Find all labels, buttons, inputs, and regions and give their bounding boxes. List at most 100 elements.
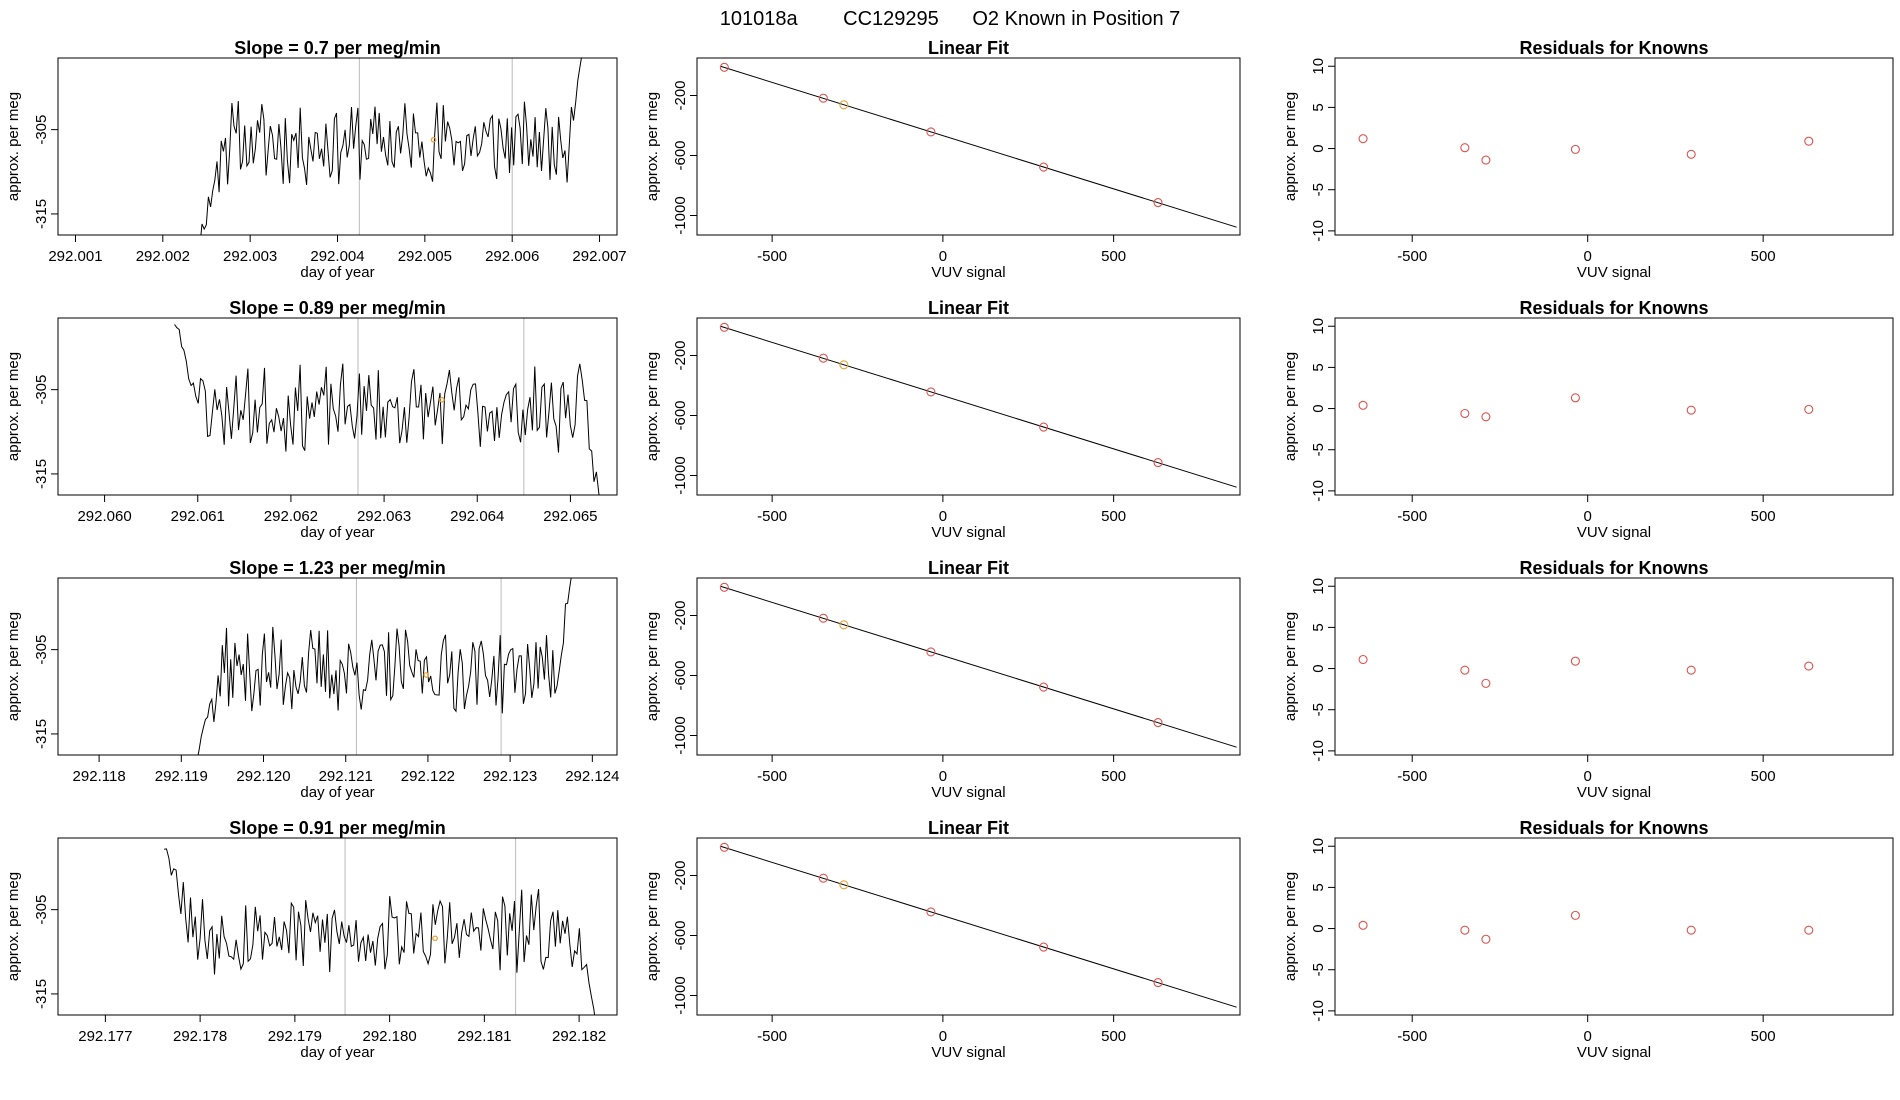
y-axis-label: approx. per meg <box>1282 612 1299 721</box>
x-tick-label: 292.004 <box>310 248 364 265</box>
y-tick-label: -5 <box>1310 963 1327 976</box>
panels-grid: Slope = 0.7 per meg/min 292.001 292.002 292… <box>5 38 1894 1061</box>
x-tick-label: -500 <box>1397 1028 1427 1045</box>
y-tick-label: -10 <box>1310 1000 1327 1022</box>
y-tick-label: -315 <box>33 459 50 489</box>
x-axis-label: VUV signal <box>931 784 1005 801</box>
residual-point <box>1686 925 1696 935</box>
x-axis-label: day of year <box>300 784 374 801</box>
panel-fit-2: Linear Fit -500 0 500 -200 -600 -1000 VUV signa… <box>644 38 1241 281</box>
x-tick-label: 292.182 <box>552 1028 606 1045</box>
y-tick-label: -1000 <box>672 976 689 1014</box>
data-point <box>818 93 828 103</box>
data-point <box>926 127 936 137</box>
y-tick-label: -10 <box>1310 480 1327 502</box>
fit-line <box>720 845 1237 1008</box>
highlight-point <box>839 620 849 630</box>
x-tick-label: 292.064 <box>450 508 504 525</box>
residual-point <box>1686 405 1696 415</box>
data-point <box>1039 162 1049 172</box>
highlight-point <box>839 100 849 110</box>
panel-title: Linear Fit <box>928 38 1009 58</box>
data-point <box>1039 942 1049 952</box>
x-tick-label: 0 <box>1584 508 1592 525</box>
residual-point <box>1570 144 1580 154</box>
data-point <box>719 62 729 72</box>
data-point <box>719 842 729 852</box>
x-tick-label: 0 <box>1584 248 1592 265</box>
x-tick-label: 292.003 <box>223 248 277 265</box>
x-tick-label: 292.123 <box>483 768 537 785</box>
x-tick-label: 292.122 <box>401 768 455 785</box>
residual-point <box>1804 404 1814 414</box>
plot-frame <box>696 577 1241 756</box>
plot-frame <box>57 57 618 236</box>
plot-frame <box>57 577 618 756</box>
residual-point <box>1804 136 1814 146</box>
y-axis-label: approx. per meg <box>5 352 22 461</box>
x-tick-label: -500 <box>1397 248 1427 265</box>
plot-area <box>719 322 1237 488</box>
y-tick-label: 5 <box>1310 103 1327 111</box>
y-tick-label: 5 <box>1310 883 1327 891</box>
residual-point <box>1460 143 1470 153</box>
y-tick-label: 5 <box>1310 623 1327 631</box>
x-tick-label: 500 <box>1751 1028 1776 1045</box>
panel-title: Residuals for Knowns <box>1519 818 1708 838</box>
x-tick-label: 292.121 <box>319 768 373 785</box>
y-axis-label: approx. per meg <box>5 872 22 981</box>
x-tick-label: 292.002 <box>136 248 190 265</box>
x-tick-label: 292.062 <box>264 508 318 525</box>
highlight-point <box>432 935 438 942</box>
panel-title: Linear Fit <box>928 298 1009 318</box>
fit-line <box>720 325 1237 488</box>
x-tick-label: 0 <box>939 248 947 265</box>
x-tick-label: 292.181 <box>457 1028 511 1045</box>
y-tick-label: 10 <box>1310 58 1327 75</box>
data-point <box>926 387 936 397</box>
x-tick-label: 292.006 <box>485 248 539 265</box>
residual-point <box>1358 134 1368 144</box>
data-point <box>926 647 936 657</box>
panel-title: Residuals for Knowns <box>1519 38 1708 58</box>
x-tick-label: 292.001 <box>48 248 102 265</box>
plot-frame <box>696 57 1241 236</box>
data-point <box>818 353 828 363</box>
y-tick-label: -1000 <box>672 456 689 494</box>
y-axis-label: approx. per meg <box>1282 92 1299 201</box>
panel-fit-11: Linear Fit -500 0 500 -200 -600 -1000 VUV signa… <box>644 818 1241 1061</box>
figure-title: 101018a CC129295 O2 Known in Position 7 <box>720 8 1181 30</box>
y-tick-label: -5 <box>1310 443 1327 456</box>
x-tick-label: 292.124 <box>565 768 619 785</box>
x-tick-label: 292.007 <box>572 248 626 265</box>
residual-point <box>1686 149 1696 159</box>
highlight-point <box>839 360 849 370</box>
x-tick-label: 500 <box>1101 508 1126 525</box>
panel-fit-5: Linear Fit -500 0 500 -200 -600 -1000 VUV signa… <box>644 298 1241 541</box>
plot-frame <box>696 837 1241 1016</box>
data-point <box>1153 718 1163 728</box>
y-tick-label: -600 <box>672 140 689 170</box>
data-point <box>818 873 828 883</box>
plot-frame <box>696 317 1241 496</box>
residual-point <box>1570 656 1580 666</box>
y-tick-label: -600 <box>672 920 689 950</box>
x-axis-label: VUV signal <box>1577 264 1651 281</box>
x-tick-label: -500 <box>757 508 787 525</box>
panel-line-7: Slope = 1.23 per meg/min 292.118 292.119 29… <box>5 558 619 801</box>
x-tick-label: 292.177 <box>78 1028 132 1045</box>
residual-point <box>1358 400 1368 410</box>
x-axis-label: VUV signal <box>931 264 1005 281</box>
residual-point <box>1460 925 1470 935</box>
highlight-point <box>438 396 445 403</box>
y-axis-label: approx. per meg <box>1282 352 1299 461</box>
y-tick-label: -305 <box>33 635 50 665</box>
panel-title: Slope = 0.7 per meg/min <box>234 38 441 58</box>
y-tick-label: -200 <box>672 600 689 630</box>
y-tick-label: 10 <box>1310 578 1327 595</box>
panel-title: Slope = 1.23 per meg/min <box>229 558 446 578</box>
residual-point <box>1358 654 1368 665</box>
plot-area <box>200 58 582 235</box>
residual-point <box>1481 678 1491 688</box>
known-description: O2 Known in Position 7 <box>972 8 1180 30</box>
